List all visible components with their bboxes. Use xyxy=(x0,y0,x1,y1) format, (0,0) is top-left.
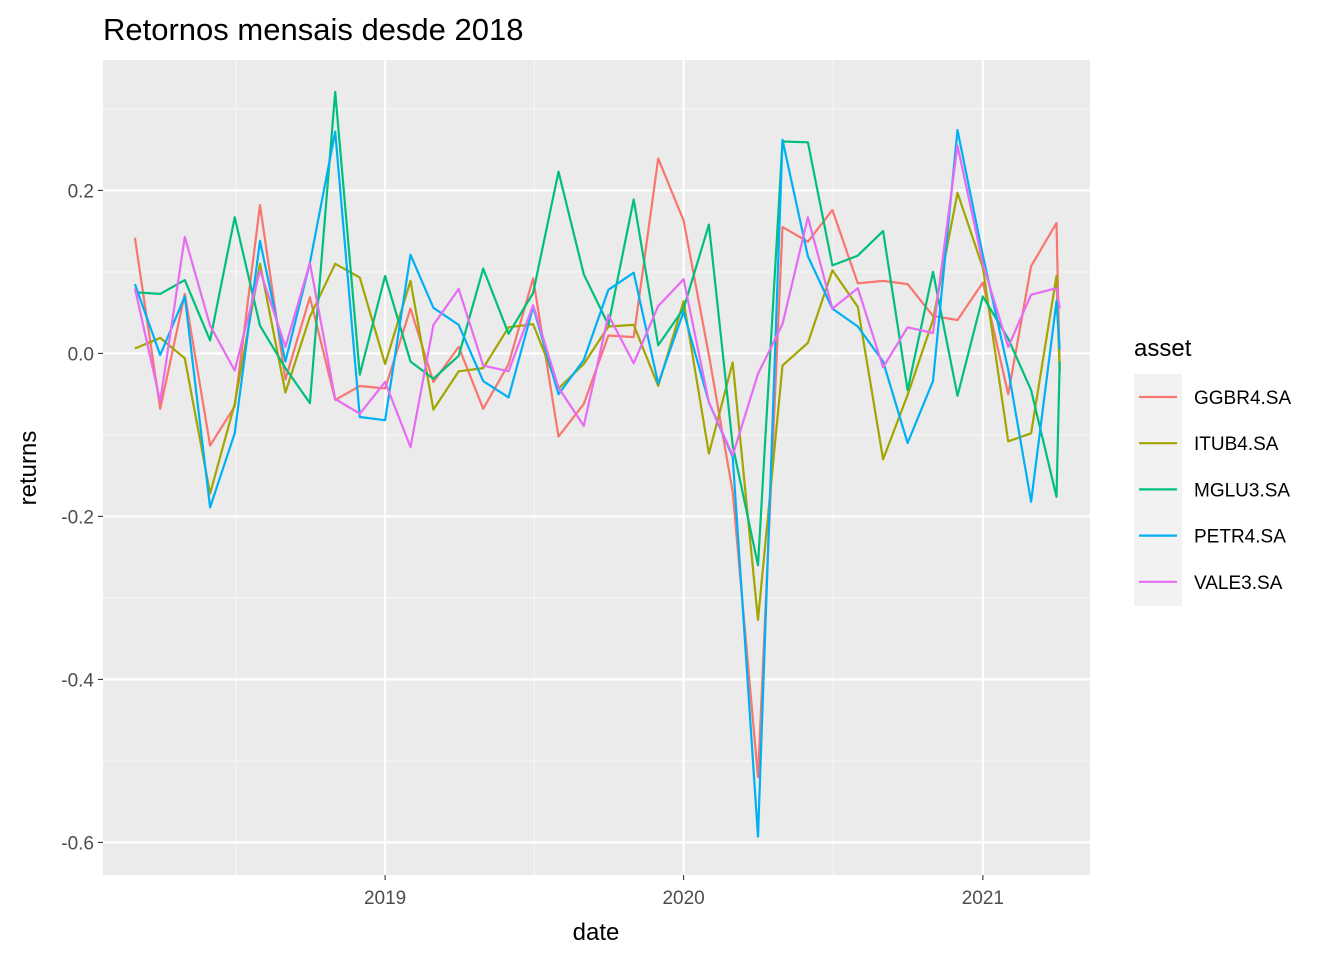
legend-label-ggbr4-sa: GGBR4.SA xyxy=(1194,388,1291,409)
x-tick-label: 2020 xyxy=(662,888,704,909)
x-axis-title: date xyxy=(573,919,620,946)
y-tick-label: -0.6 xyxy=(61,833,94,854)
major-gridlines xyxy=(103,60,1090,875)
y-tick-label: -0.2 xyxy=(61,507,94,528)
y-tick-label: 0.0 xyxy=(68,344,94,365)
series-lines xyxy=(133,90,1061,838)
legend: asset GGBR4.SA ITUB4.SA MGLU3.SA PETR4.SA VA… xyxy=(1134,335,1291,606)
legend-items: GGBR4.SA ITUB4.SA MGLU3.SA PETR4.SA VALE3.SA xyxy=(1139,388,1291,594)
legend-label-vale3-sa: VALE3.SA xyxy=(1194,573,1283,594)
plot-panel xyxy=(103,60,1090,875)
legend-label-mglu3-sa: MGLU3.SA xyxy=(1194,480,1290,501)
x-tick-label: 2019 xyxy=(364,888,406,909)
series-line-vale3-sa xyxy=(133,144,1061,457)
y-tick-label: 0.2 xyxy=(68,181,94,202)
chart-title: Retornos mensais desde 2018 xyxy=(103,12,523,47)
legend-title: asset xyxy=(1134,335,1192,362)
series-line-ggbr4-sa xyxy=(133,157,1061,779)
x-tick-label: 2021 xyxy=(962,888,1004,909)
series-line-itub4-sa xyxy=(134,191,1061,622)
legend-label-petr4-sa: PETR4.SA xyxy=(1194,527,1286,548)
series-line-mglu3-sa xyxy=(134,90,1061,567)
y-tick-label: -0.4 xyxy=(61,670,94,691)
y-axis: 0.2 0.0 -0.2 -0.4 -0.6 xyxy=(61,181,103,854)
y-axis-title: returns xyxy=(15,431,42,506)
series-line-petr4-sa xyxy=(133,129,1061,838)
legend-label-itub4-sa: ITUB4.SA xyxy=(1194,434,1279,455)
x-axis: 2019 2020 2021 xyxy=(364,875,1004,909)
